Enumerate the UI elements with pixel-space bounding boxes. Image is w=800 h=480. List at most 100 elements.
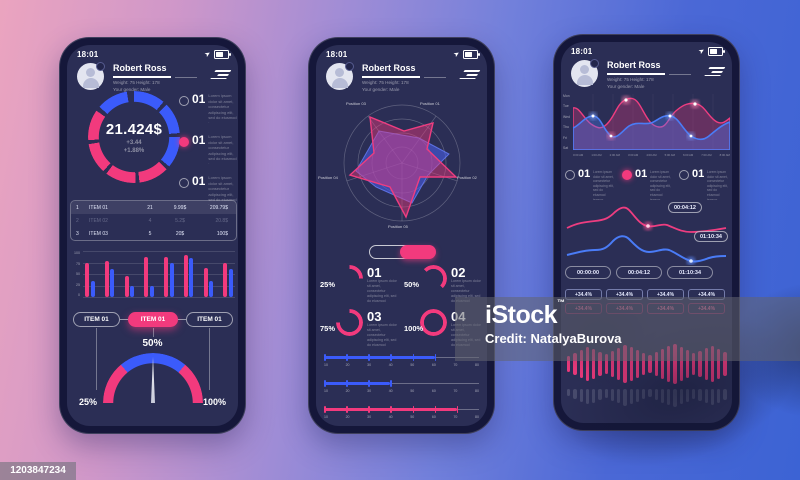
- status-icons: [699, 47, 725, 56]
- item-pill-button[interactable]: ITEM 01: [73, 312, 120, 327]
- slider-tick-mark: [390, 405, 392, 413]
- slider-tick-label: 40: [388, 389, 393, 393]
- waveform-bar: [710, 342, 715, 405]
- slider-tick-label: 20: [345, 415, 350, 419]
- donut-total-value: 21.424$: [105, 120, 163, 138]
- status-time: 18:01: [77, 50, 99, 59]
- phone-2-screen: 18:01 Robert Ross Weight: 75 Height: 178…: [316, 45, 487, 426]
- gauge-min-label: 25%: [79, 397, 98, 407]
- profile-meta-1: Weight: 75 Height: 178: [113, 80, 160, 85]
- istock-logo: iStock™: [485, 298, 565, 329]
- item-number: 01: [192, 92, 206, 106]
- stat-percent: 25%: [320, 280, 336, 289]
- battery-icon: [214, 50, 231, 59]
- bar-group: [223, 262, 233, 297]
- gridlines: [83, 251, 235, 298]
- radar-axis-label: Position 04: [318, 175, 338, 180]
- slider-tick-label: 10: [324, 363, 328, 367]
- cell-price: 9.99$: [173, 204, 187, 211]
- progress-arc-25: [336, 265, 363, 292]
- menu-icon[interactable]: [456, 70, 481, 82]
- line-svg: [566, 235, 727, 266]
- toggle-switch[interactable]: [369, 244, 436, 259]
- donut-chart: [88, 91, 180, 183]
- item-description: Lorem ipsum dolor sit amet, consectetur …: [593, 170, 614, 200]
- radio-button-selected[interactable]: [179, 137, 189, 147]
- time-badge: 01:10:34: [667, 266, 713, 279]
- slider-tick-mark: [324, 353, 326, 361]
- range-slider[interactable]: 10 20 30 40 50 60 70 80: [324, 377, 479, 399]
- list-item: 01 Lorem ipsum dolor sit amet, consectet…: [565, 168, 617, 202]
- profile-meta-1: Weight: 75 Height: 178: [362, 80, 409, 85]
- slider-tick-label: 40: [388, 415, 393, 419]
- p3-waveform: [567, 342, 727, 407]
- toggle-knob: [400, 244, 436, 259]
- bar-pink: [144, 256, 149, 297]
- radio-button[interactable]: [179, 96, 189, 106]
- gauge-needle: [151, 357, 155, 403]
- slider-tick-mark: [390, 353, 392, 361]
- radio-button-selected[interactable]: [622, 170, 632, 180]
- menu-icon[interactable]: [701, 67, 726, 79]
- slider-tick-mark: [346, 353, 348, 361]
- bar-group: [124, 276, 135, 297]
- name-underline-dim: [424, 76, 446, 78]
- waveform-bar: [635, 342, 640, 402]
- list-item: 01 Lorem ipsum dolor sit amet, consectet…: [179, 93, 237, 134]
- pill-connector: [120, 319, 128, 320]
- battery-icon: [463, 50, 480, 59]
- pill-connector: [178, 319, 186, 320]
- slider-tick-label: 20: [345, 363, 350, 367]
- table-row[interactable]: 2 ITEM 02 4 5.2$ 20.8$: [71, 214, 236, 227]
- stat-number: 03: [367, 309, 382, 324]
- option-list-horizontal: 01 Lorem ipsum dolor sit amet, consectet…: [565, 168, 729, 202]
- bar-chart-y-axis: 100 75 50 25 0: [71, 251, 80, 297]
- avatar[interactable]: [77, 62, 105, 90]
- bar-blue: [189, 257, 194, 297]
- table-row[interactable]: 3 ITEM 03 5 20$ 100$: [71, 227, 236, 240]
- line-chart-blue: 01:10:34: [563, 231, 730, 266]
- slider-tick-mark: [368, 379, 370, 387]
- profile-name: Robert Ross: [113, 63, 167, 73]
- cell-total: 209.79$: [209, 204, 228, 211]
- radar-axis-label: Position 01: [420, 101, 440, 106]
- slider-tick-label: 80: [475, 363, 479, 367]
- name-underline: [607, 73, 665, 75]
- profile-name: Robert Ross: [362, 63, 416, 73]
- progress-arc-100: [420, 309, 447, 336]
- status-bar: 18:01: [326, 48, 480, 61]
- waveform-bar: [673, 342, 677, 407]
- option-list: 01 Lorem ipsum dolor sit amet, consectet…: [179, 93, 237, 216]
- radio-button[interactable]: [565, 170, 575, 180]
- bar-group: [144, 256, 154, 297]
- line-time-badge: 00:04:12: [667, 202, 702, 213]
- bar-pink: [203, 268, 208, 297]
- slider-tick-label: 10: [324, 389, 328, 393]
- status-icons: [454, 50, 480, 59]
- avatar[interactable]: [571, 59, 599, 87]
- waveform-bar: [723, 342, 727, 400]
- bar-pink: [183, 254, 188, 297]
- bar-group: [164, 256, 174, 297]
- menu-icon[interactable]: [207, 70, 232, 82]
- gauge-max-label: 100%: [202, 397, 226, 407]
- avatar[interactable]: [326, 62, 354, 90]
- radio-button[interactable]: [179, 178, 189, 188]
- slider-tick-mark: [368, 405, 370, 413]
- table-row[interactable]: 1 ITEM 01 21 9.99$ 209.79$: [71, 201, 236, 214]
- range-slider[interactable]: 10 20 30 40 50 60 70 80: [324, 351, 479, 373]
- item-pill-button-active[interactable]: ITEM 01: [128, 312, 178, 327]
- item-description: Lorem ipsum dolor sit amet, consectetur …: [707, 170, 728, 200]
- slider-tick-label: 50: [410, 389, 415, 393]
- slider-tick-mark: [456, 405, 459, 413]
- range-slider[interactable]: 10 20 30 40 50 60 70 80: [324, 403, 479, 425]
- wave-x-label: 6:00 AM: [682, 153, 694, 157]
- item-number: 01: [692, 168, 705, 180]
- time-badge: 00:00:00: [565, 266, 611, 279]
- slider-tick-mark: [346, 405, 348, 413]
- waveform-bar: [692, 342, 696, 399]
- waveform-bar: [629, 342, 633, 404]
- item-pill-button[interactable]: ITEM 01: [186, 312, 233, 327]
- radio-button[interactable]: [679, 170, 689, 180]
- item-number: 01: [635, 168, 648, 180]
